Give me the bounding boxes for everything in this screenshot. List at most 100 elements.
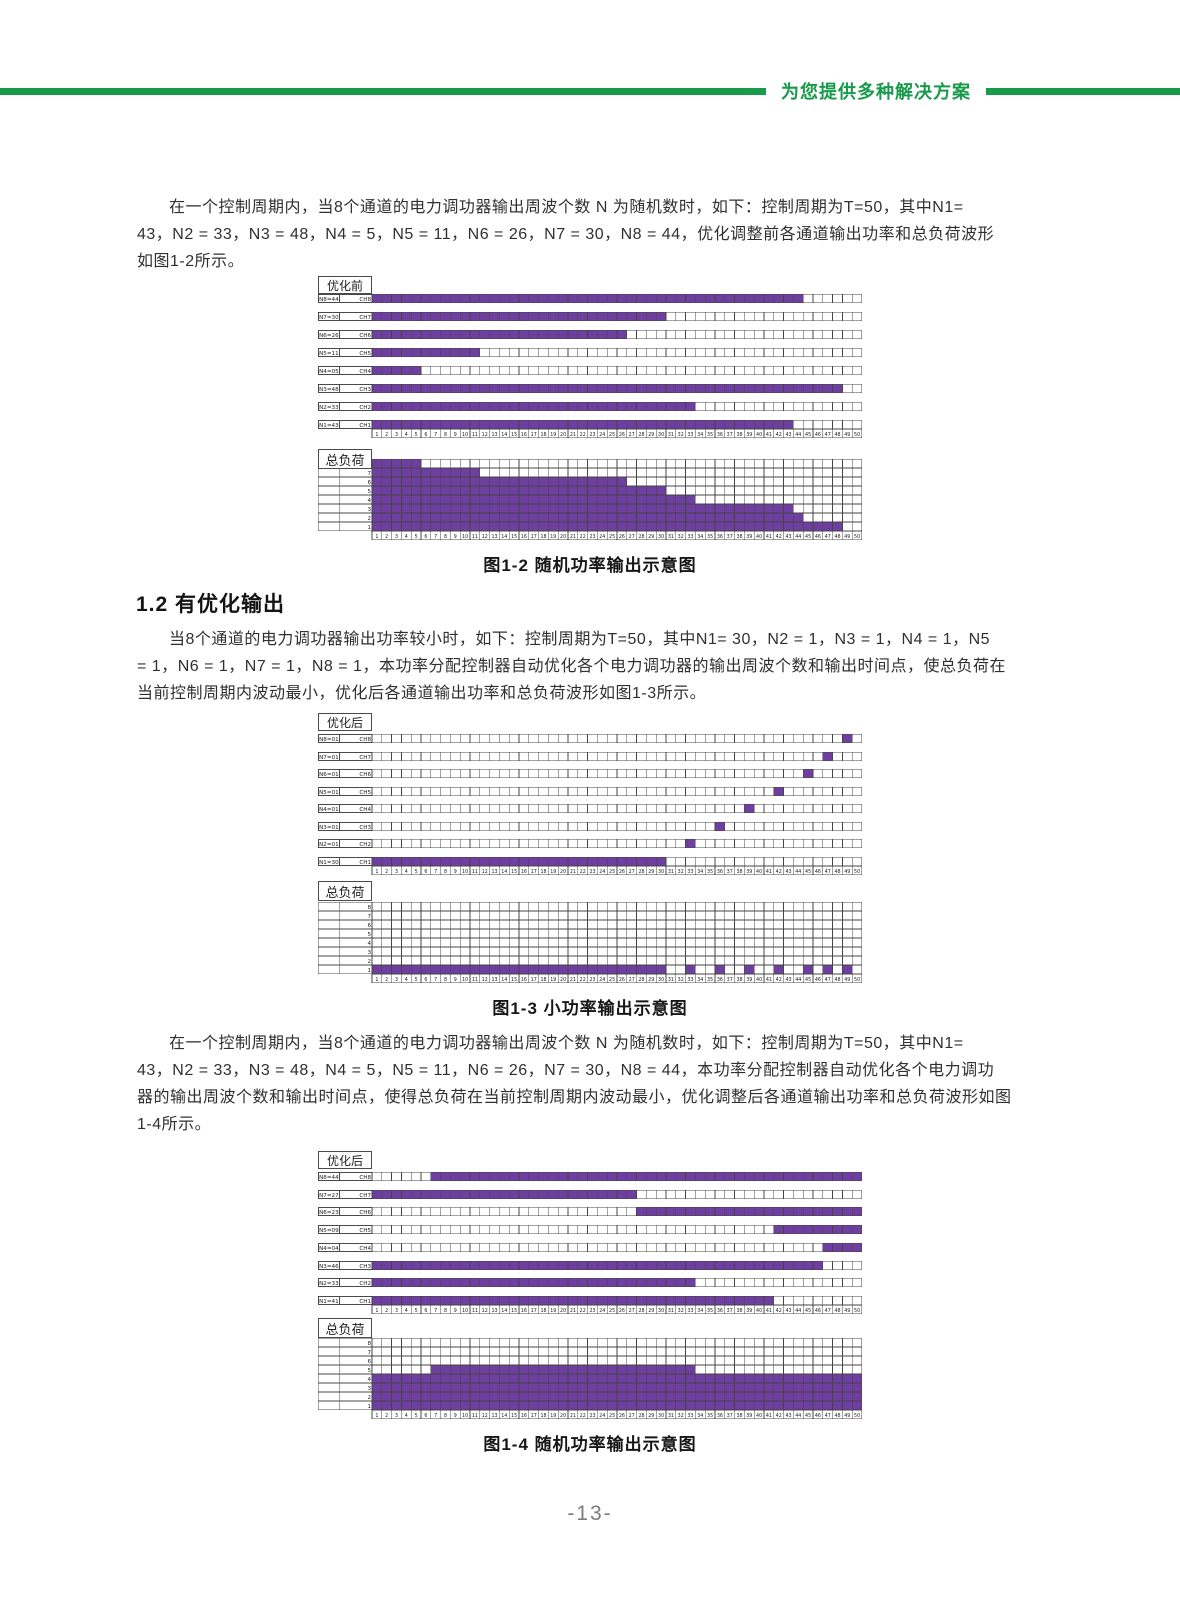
channel-row-CH4: N4=01 CH4: [318, 804, 862, 814]
svg-text:5: 5: [415, 534, 418, 540]
svg-text:48: 48: [834, 432, 840, 438]
svg-text:11: 11: [472, 869, 478, 875]
svg-text:4: 4: [405, 1413, 408, 1419]
svg-text:36: 36: [717, 977, 723, 983]
svg-text:49: 49: [844, 534, 850, 540]
svg-text:18: 18: [540, 977, 546, 983]
svg-text:13: 13: [491, 1308, 497, 1314]
section-heading: 1.2 有优化输出: [136, 593, 286, 616]
svg-text:45: 45: [805, 977, 811, 983]
svg-text:22: 22: [580, 1413, 586, 1419]
svg-text:45: 45: [805, 869, 811, 875]
svg-text:5: 5: [415, 977, 418, 983]
svg-text:8: 8: [444, 432, 447, 438]
svg-text:3: 3: [395, 977, 398, 983]
svg-text:42: 42: [776, 869, 782, 875]
svg-text:46: 46: [815, 1413, 821, 1419]
paragraph-line: 43，N2 = 33，N3 = 48，N4 = 5，N5 = 11，N6 = 2…: [137, 1062, 995, 1079]
paragraph-line: 在一个控制周期内，当8个通道的电力调功器输出周波个数 N 为随机数时，如下：控制…: [169, 199, 964, 216]
channel-row-CH4: N4=05 CH4: [318, 366, 862, 375]
svg-text:CH2: CH2: [359, 405, 371, 411]
svg-text:32: 32: [678, 977, 684, 983]
svg-text:1: 1: [367, 525, 371, 531]
svg-text:CH1: CH1: [359, 860, 371, 866]
svg-text:44: 44: [795, 1308, 801, 1314]
svg-text:8: 8: [444, 534, 447, 540]
header-rule-left: [0, 88, 766, 95]
svg-text:29: 29: [648, 432, 654, 438]
svg-text:8: 8: [367, 1341, 371, 1347]
svg-text:N1=43: N1=43: [319, 423, 339, 429]
svg-text:17: 17: [531, 1308, 537, 1314]
svg-text:11: 11: [472, 534, 478, 540]
svg-text:22: 22: [580, 977, 586, 983]
svg-text:26: 26: [619, 977, 625, 983]
svg-text:16: 16: [521, 534, 527, 540]
svg-text:3: 3: [367, 1386, 371, 1392]
paragraph-small-power: 当8个通道的电力调功器输出功率较小时，如下：控制周期为T=50，其中N1= 30…: [137, 626, 1057, 707]
svg-text:31: 31: [668, 1413, 674, 1419]
svg-text:40: 40: [756, 1308, 762, 1314]
svg-text:31: 31: [668, 432, 674, 438]
svg-text:N5=11: N5=11: [319, 351, 339, 357]
svg-text:28: 28: [638, 432, 644, 438]
total-load-grid: 8 7 6 5 4 3 2 1: [318, 459, 862, 531]
svg-text:44: 44: [795, 1413, 801, 1419]
svg-text:CH1: CH1: [359, 1299, 371, 1305]
svg-text:CH6: CH6: [359, 1210, 371, 1216]
svg-text:CH7: CH7: [359, 754, 371, 760]
svg-text:20: 20: [560, 869, 566, 875]
svg-text:6: 6: [367, 1359, 371, 1365]
svg-text:2: 2: [367, 516, 371, 522]
svg-text:39: 39: [746, 977, 752, 983]
svg-text:20: 20: [560, 534, 566, 540]
svg-text:1: 1: [367, 968, 371, 974]
svg-text:27: 27: [629, 869, 635, 875]
svg-text:33: 33: [687, 534, 693, 540]
svg-text:1: 1: [375, 869, 378, 875]
svg-text:34: 34: [697, 1413, 703, 1419]
cycle-axis-row: 1 2 3 4 5 6 7 8 9 10 11 12 13 14 15 16 17 18 19 20 21 22 23 24 2…: [371, 531, 862, 540]
svg-text:7: 7: [434, 977, 437, 983]
svg-text:5: 5: [415, 1308, 418, 1314]
svg-text:N7=30: N7=30: [319, 315, 339, 321]
channel-row-CH6: N6=26 CH6: [318, 330, 862, 339]
svg-text:7: 7: [434, 534, 437, 540]
svg-text:34: 34: [697, 977, 703, 983]
channel-row-CH6: N6=01 CH6: [318, 769, 862, 779]
svg-text:24: 24: [599, 534, 605, 540]
svg-text:28: 28: [638, 1413, 644, 1419]
svg-text:12: 12: [482, 869, 488, 875]
svg-text:CH1: CH1: [359, 423, 371, 429]
svg-text:4: 4: [405, 534, 408, 540]
total-load-grid: 8 7 6 5 4 3 2 1: [318, 902, 862, 974]
svg-text:27: 27: [629, 1308, 635, 1314]
svg-text:13: 13: [491, 534, 497, 540]
svg-text:18: 18: [540, 432, 546, 438]
svg-text:CH3: CH3: [359, 1263, 371, 1269]
svg-text:41: 41: [766, 1413, 772, 1419]
svg-text:CH4: CH4: [359, 1246, 371, 1252]
svg-text:32: 32: [678, 534, 684, 540]
svg-text:47: 47: [825, 432, 831, 438]
svg-text:30: 30: [658, 1413, 664, 1419]
channel-row-CH7: N7=01 CH7: [318, 751, 862, 761]
svg-text:36: 36: [717, 534, 723, 540]
svg-text:39: 39: [746, 534, 752, 540]
svg-text:44: 44: [795, 869, 801, 875]
svg-text:41: 41: [766, 869, 772, 875]
svg-text:9: 9: [454, 1413, 457, 1419]
svg-text:CH8: CH8: [359, 1175, 371, 1181]
svg-text:40: 40: [756, 534, 762, 540]
svg-text:1: 1: [375, 432, 378, 438]
svg-text:44: 44: [795, 432, 801, 438]
channel-row-CH7: N7=30 CH7: [318, 312, 862, 321]
svg-text:26: 26: [619, 1413, 625, 1419]
svg-text:7: 7: [367, 914, 371, 920]
svg-text:33: 33: [687, 432, 693, 438]
total-load-grid: 8 7 6 5 4 3 2 1: [318, 1338, 862, 1410]
svg-text:3: 3: [395, 869, 398, 875]
svg-text:47: 47: [825, 869, 831, 875]
svg-text:47: 47: [825, 534, 831, 540]
svg-text:11: 11: [472, 432, 478, 438]
